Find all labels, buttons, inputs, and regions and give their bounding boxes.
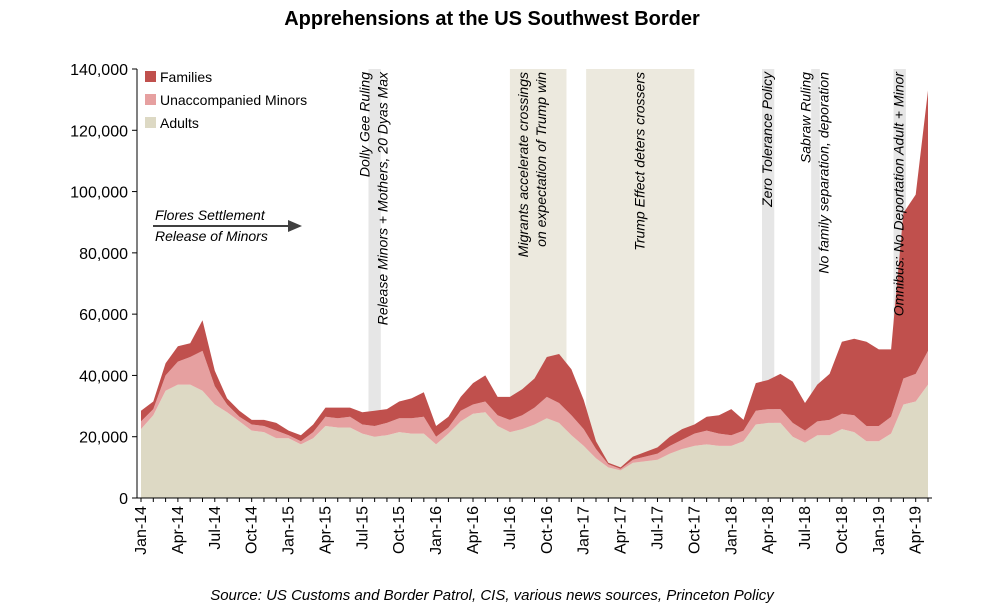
event-band — [368, 69, 381, 498]
event-band — [586, 69, 695, 498]
flores-arrow-head — [288, 220, 302, 232]
x-tick-label: Apr-18 — [760, 506, 777, 554]
annotations: Dolly Gee Ruling Release Minors + Mothers… — [153, 71, 907, 325]
event-annotation: Dolly Gee Ruling — [357, 72, 373, 177]
series-area-unaccompanied-minors — [141, 350, 928, 471]
y-tick-label: 60,000 — [79, 307, 128, 324]
x-tick-label: Jan-19 — [871, 506, 888, 555]
x-tick-label: Apr-17 — [613, 506, 630, 554]
event-annotation: Trump Effect deters crossers — [631, 72, 647, 251]
x-tick-label: Oct-14 — [244, 506, 261, 554]
x-tick-label: Jan-18 — [723, 506, 740, 555]
x-tick-label: Jul-14 — [207, 506, 224, 550]
x-tick-label: Jan-17 — [576, 506, 593, 555]
y-tick-label: 40,000 — [79, 368, 128, 385]
y-tick-label: 20,000 — [79, 430, 128, 447]
event-annotation: Sabraw Ruling — [797, 72, 813, 163]
event-annotation: Zero Tolerance Policy — [759, 71, 775, 208]
x-tick-label: Jul-18 — [797, 506, 814, 550]
x-tick-label: Apr-15 — [317, 506, 334, 554]
series-area-families — [141, 90, 928, 469]
source-note: Source: US Customs and Border Patrol, CI… — [210, 587, 774, 604]
x-tick-label: Apr-16 — [465, 506, 482, 554]
event-band — [811, 69, 820, 498]
legend-swatch — [145, 117, 156, 128]
x-tick-label: Oct-18 — [834, 506, 851, 554]
x-tick-label: Jan-15 — [281, 506, 298, 555]
axes: 0 20,000 40,000 60,000 80,000 100,000 120,000 1… — [70, 62, 932, 555]
x-tick-label: Oct-17 — [686, 506, 703, 554]
x-tick-label: Oct-15 — [391, 506, 408, 554]
legend-swatch — [145, 94, 156, 105]
event-annotation: No family separation, deporation — [815, 72, 831, 274]
x-tick-label: Jul-16 — [502, 506, 519, 550]
flores-annotation-line2: Release of Minors — [155, 228, 268, 244]
chart-title: Apprehensions at the US Southwest Border — [284, 8, 700, 30]
legend-swatch — [145, 71, 156, 82]
event-annotation: on expectation of Trump win — [533, 72, 549, 247]
event-annotation: Release Minors + Mothers, 20 Dyas Max — [375, 71, 391, 325]
x-tick-label: Jul-15 — [354, 506, 371, 550]
series-area-adults — [141, 384, 928, 498]
stacked-areas — [141, 90, 928, 498]
legend-label: Families — [160, 69, 212, 85]
y-tick-label: 120,000 — [70, 123, 128, 140]
x-tick-label: Jan-16 — [428, 506, 445, 555]
y-tick-label: 80,000 — [79, 246, 128, 263]
y-tick-label: 0 — [119, 491, 128, 508]
x-tick-label: Apr-19 — [908, 506, 925, 554]
x-tick-label: Oct-16 — [539, 506, 556, 554]
legend-label: Adults — [160, 115, 199, 131]
x-tick-label: Jul-17 — [649, 506, 666, 550]
legend-label: Unaccompanied Minors — [160, 92, 307, 108]
event-annotation: Omnibus: No Deportation Adult + Minor — [891, 71, 907, 317]
flores-annotation-line1: Flores Settlement — [155, 207, 266, 223]
event-annotation: Migrants accelerate crossings — [515, 72, 531, 257]
legend: Families Unaccompanied Minors Adults — [145, 69, 307, 131]
x-tick-label: Apr-14 — [170, 506, 187, 554]
y-tick-label: 140,000 — [70, 62, 128, 79]
y-tick-label: 100,000 — [70, 185, 128, 202]
x-tick-label: Jan-14 — [133, 506, 150, 555]
